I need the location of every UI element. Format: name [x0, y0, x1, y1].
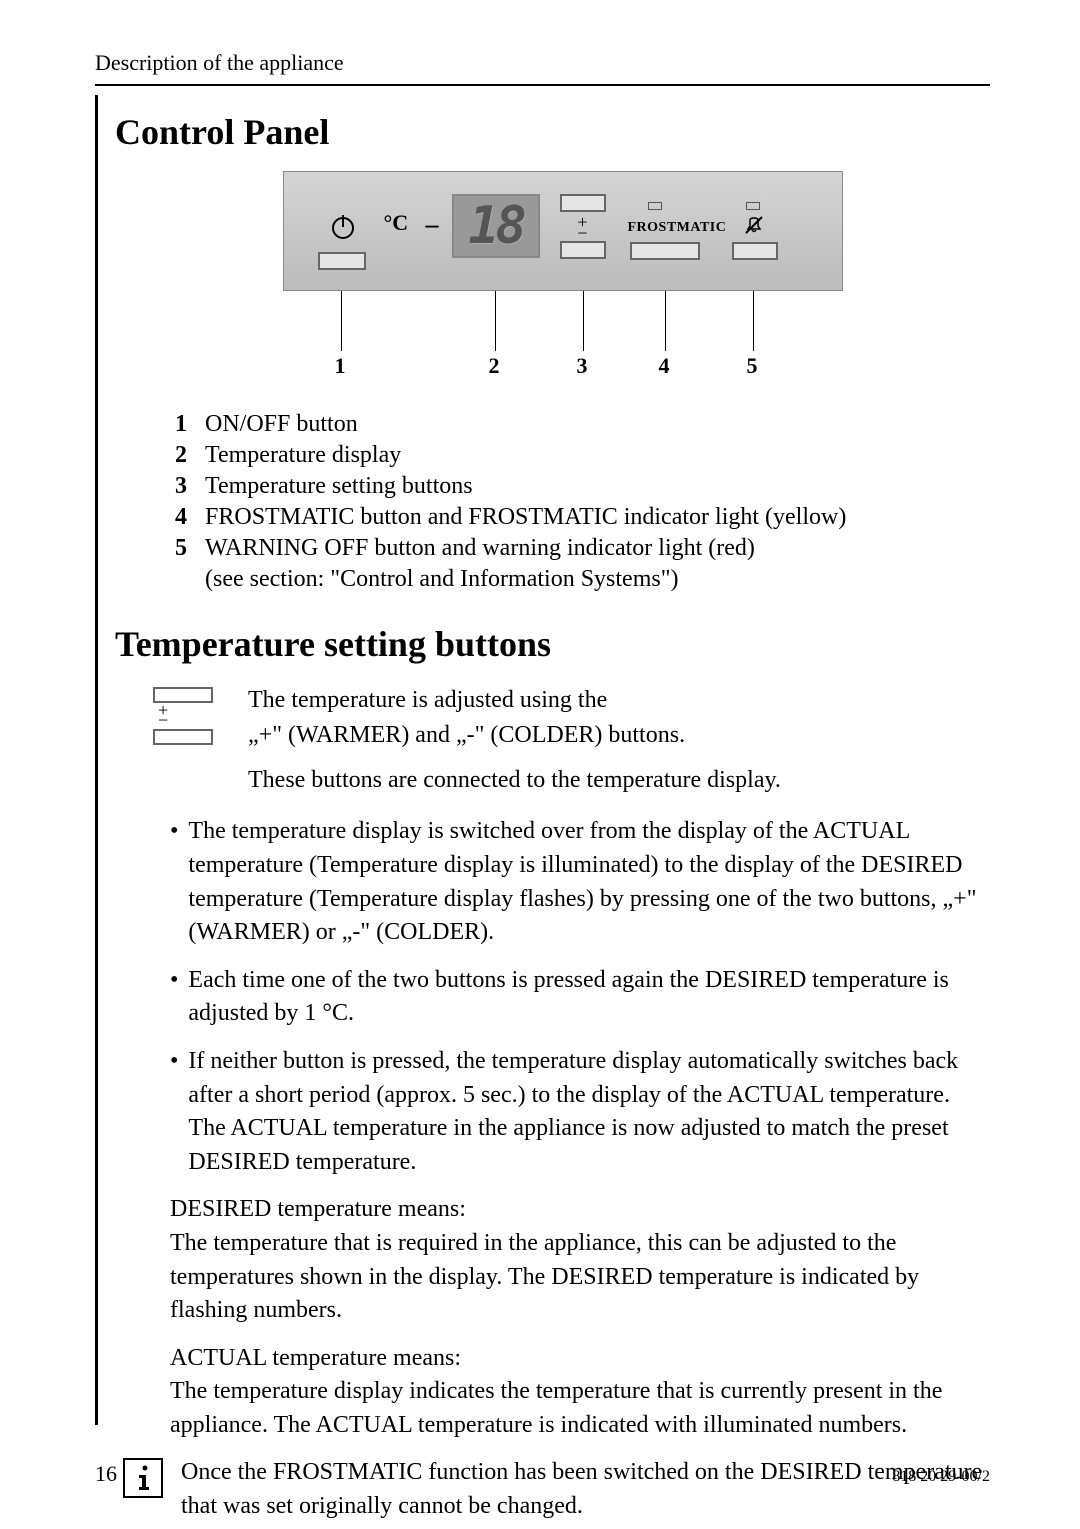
- legend-row: 3Temperature setting buttons: [175, 473, 990, 500]
- legend-row: 2Temperature display: [175, 442, 990, 469]
- legend-row: 4FROSTMATIC button and FROSTMATIC indica…: [175, 504, 990, 531]
- callout-lines: 1 2 3 4 5: [283, 321, 843, 401]
- header-rule: [95, 84, 990, 86]
- alarm-led: [746, 202, 760, 210]
- callout-4: 4: [659, 353, 670, 379]
- temp-intro-text: The temperature is adjusted using the „+…: [248, 683, 781, 797]
- bullet-item: •Each time one of the two buttons is pre…: [170, 964, 990, 1031]
- legend-continuation: (see section: "Control and Information S…: [205, 566, 990, 593]
- frostmatic-label: FROSTMATIC: [628, 220, 727, 236]
- power-icon: [332, 217, 354, 239]
- control-panel-diagram: °C – 18 +− FROSTMATIC: [283, 171, 843, 291]
- frostmatic-button-outline: [630, 242, 700, 260]
- minus-sign: –: [426, 210, 439, 240]
- bullet-item: •If neither button is pressed, the tempe…: [170, 1045, 990, 1179]
- callout-3: 3: [577, 353, 588, 379]
- alarm-off-icon: [742, 216, 766, 242]
- callout-2: 2: [489, 353, 500, 379]
- actual-temp-para: ACTUAL temperature means: The temperatur…: [170, 1342, 990, 1443]
- legend-row: 5WARNING OFF button and warning indicato…: [175, 535, 990, 562]
- page-number: 16: [95, 1461, 117, 1487]
- vertical-rule: [95, 95, 98, 1425]
- callout-1: 1: [335, 353, 346, 379]
- power-button-outline: [318, 252, 366, 270]
- plus-minus-icon: +−: [560, 217, 606, 239]
- temp-buttons-icon: +−: [153, 687, 213, 797]
- document-reference: 818 20 29-00/2: [892, 1468, 990, 1486]
- temp-setting-buttons: +−: [560, 194, 606, 264]
- legend-row: 1ON/OFF button: [175, 411, 990, 438]
- minus-button-outline: [560, 241, 606, 259]
- temperature-display: 18: [452, 194, 540, 258]
- legend: 1ON/OFF button 2Temperature display 3Tem…: [175, 411, 990, 593]
- callout-5: 5: [747, 353, 758, 379]
- bullet-list: •The temperature display is switched ove…: [170, 815, 990, 1179]
- bullet-item: •The temperature display is switched ove…: [170, 815, 990, 949]
- degree-c-label: °C: [384, 210, 409, 236]
- plus-button-outline: [560, 194, 606, 212]
- header-section: Description of the appliance: [95, 50, 990, 76]
- section-title-control-panel: Control Panel: [115, 111, 990, 153]
- alarm-button-outline: [732, 242, 778, 260]
- frostmatic-led: [648, 202, 662, 210]
- display-digits: 18: [468, 196, 523, 256]
- section-title-temp-buttons: Temperature setting buttons: [115, 623, 990, 665]
- desired-temp-para: DESIRED temperature means: The temperatu…: [170, 1193, 990, 1327]
